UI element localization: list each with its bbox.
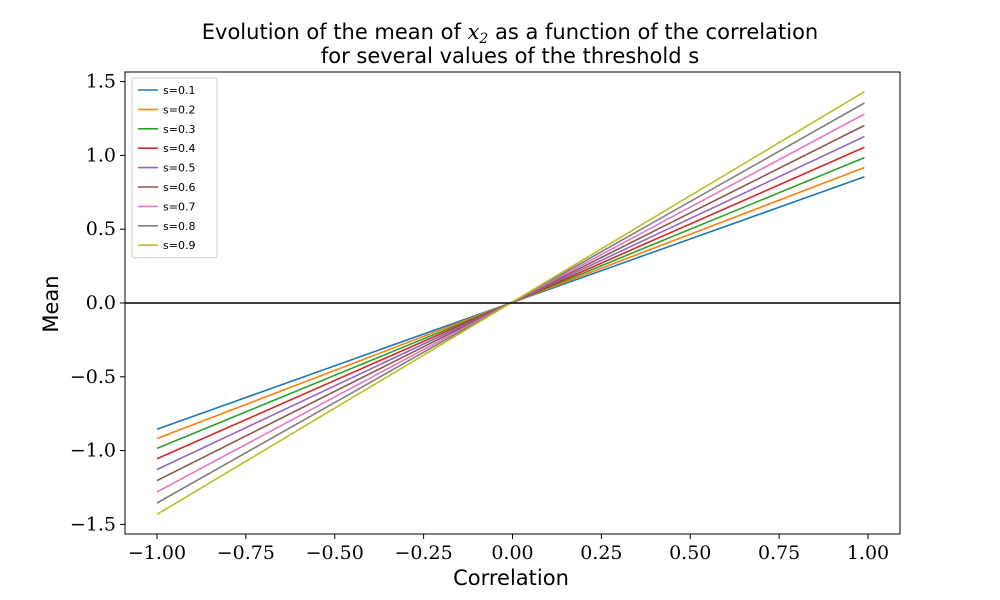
chart-title-suffix: as a function of the correlation	[488, 20, 818, 44]
legend-label-3: s=0.3	[163, 123, 195, 136]
legend-label-8: s=0.8	[163, 220, 195, 233]
x-tick-label: −0.50	[306, 542, 364, 564]
chart-title-line-1: Evolution of the mean of x2 as a functio…	[202, 20, 818, 47]
chart-title-math-subscript: 2	[478, 31, 488, 47]
legend-label-7: s=0.7	[163, 200, 195, 213]
chart-title-math-variable: x	[468, 20, 480, 44]
legend-label-6: s=0.6	[163, 181, 195, 194]
x-axis-label: Correlation	[453, 566, 569, 590]
y-tick-label: 1.5	[86, 71, 116, 93]
y-tick-label: −0.5	[70, 366, 116, 388]
y-axis-label: Mean	[39, 275, 63, 332]
x-tick-label: −0.75	[217, 542, 275, 564]
x-tick-label: 0.50	[669, 542, 711, 564]
legend-label-1: s=0.1	[163, 84, 195, 97]
legend-label-4: s=0.4	[163, 142, 195, 155]
y-tick-label: 0.0	[86, 292, 116, 314]
y-tick-label: 0.5	[86, 218, 116, 240]
legend-label-5: s=0.5	[163, 162, 195, 175]
x-tick-label: −0.25	[395, 542, 453, 564]
legend-label-9: s=0.9	[163, 239, 195, 252]
legend-label-2: s=0.2	[163, 103, 195, 116]
x-tick-label: 1.00	[847, 542, 889, 564]
y-tick-label: −1.0	[70, 440, 116, 462]
x-tick-label: 0.75	[758, 542, 800, 564]
x-tick-label: 0.00	[491, 542, 533, 564]
plot-area: −1.00 −0.75 −0.50 −0.25 0.00 0.25 0.50 0.75 1.00…	[70, 71, 901, 564]
x-tick-label: −1.00	[128, 542, 186, 564]
y-tick-label: 1.0	[86, 144, 116, 166]
y-tick-label: −1.5	[70, 513, 116, 535]
legend-box	[131, 77, 218, 259]
chart-title-prefix: Evolution of the mean of	[202, 20, 468, 44]
chart-title-line-2: for several values of the threshold s	[321, 44, 699, 68]
x-tick-label: 0.25	[580, 542, 622, 564]
